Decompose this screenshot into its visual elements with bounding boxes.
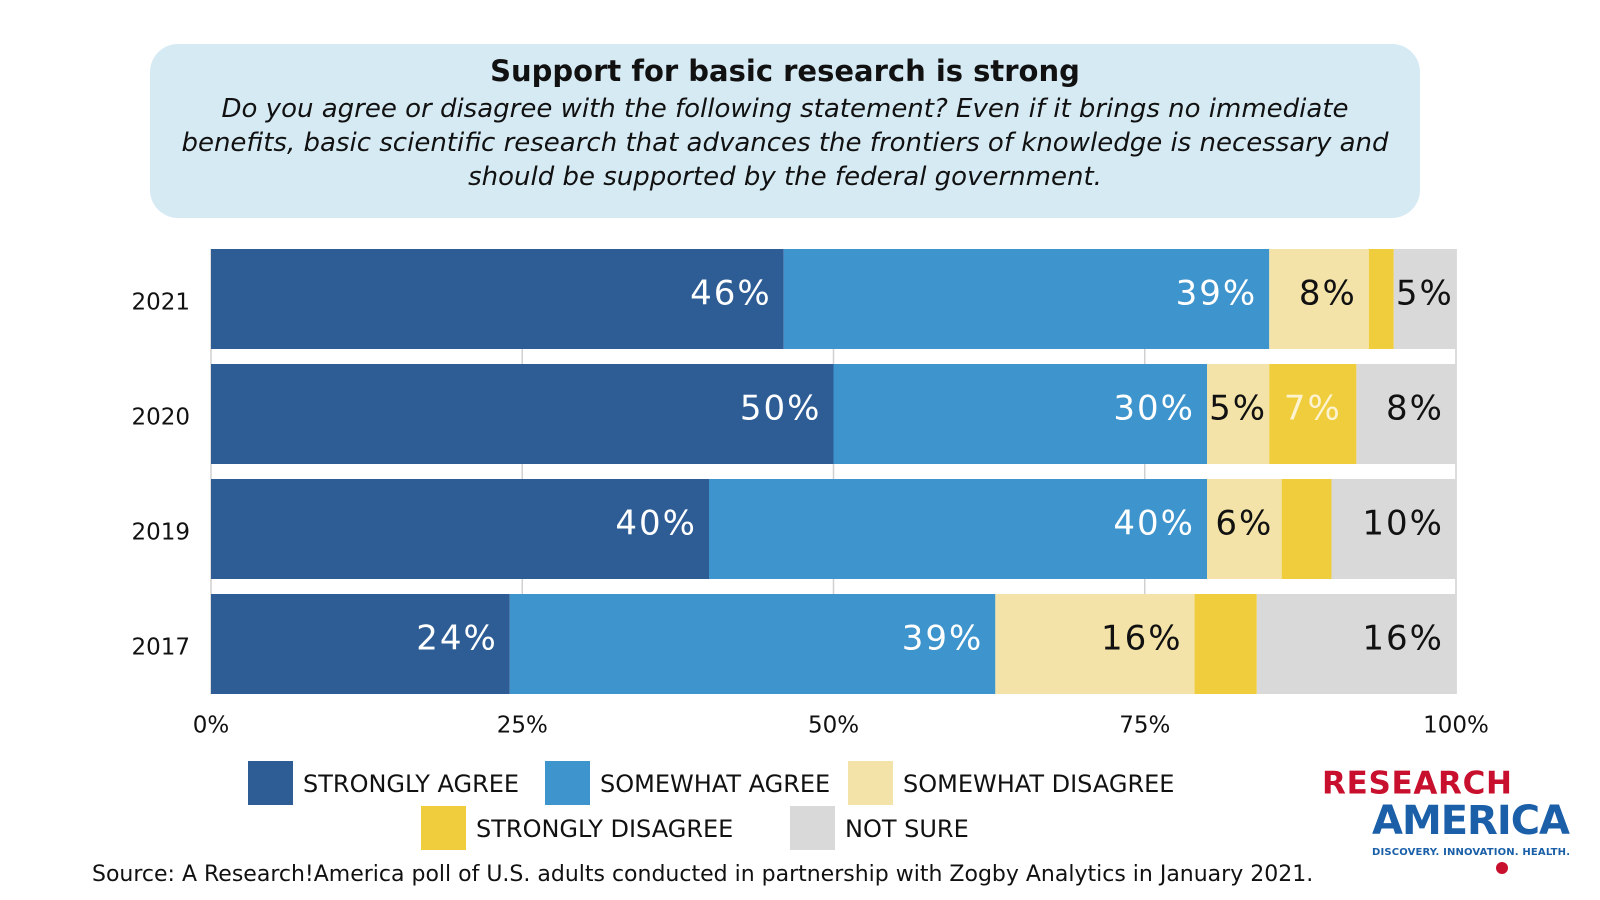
legend-label: SOMEWHAT AGREE (600, 770, 830, 798)
y-tick-label: 2019 (131, 520, 190, 546)
source-note: Source: A Research!America poll of U.S. … (92, 862, 1313, 887)
logo-dot (1496, 862, 1508, 874)
bar-segment (1331, 479, 1456, 579)
logo-tagline: DISCOVERY. INNOVATION. HEALTH. (1372, 847, 1570, 858)
bar-segment (1194, 594, 1257, 694)
value-label: 40% (615, 504, 697, 544)
legend-label: SOMEWHAT DISAGREE (903, 770, 1174, 798)
bar-segment (211, 364, 834, 464)
bar-segment (995, 594, 1195, 694)
legend-swatch (421, 806, 466, 850)
bar-segment (1393, 249, 1456, 349)
legend-swatch (790, 806, 835, 850)
legend-label: NOT SURE (845, 815, 969, 843)
bar-segment (211, 594, 510, 694)
value-label: 10% (1362, 504, 1444, 544)
bar-segment (833, 364, 1207, 464)
bar-segment (211, 479, 709, 579)
logo-line1: RESEARCH (1322, 766, 1512, 802)
bar-segment (211, 249, 784, 349)
y-tick-label: 2017 (131, 635, 190, 661)
bar-segment (1256, 594, 1456, 694)
bar-segment (1269, 249, 1369, 349)
bar-segment (1368, 249, 1394, 349)
y-tick-label: 2021 (131, 290, 190, 316)
x-tick-label: 50% (808, 713, 859, 739)
bar-segment (783, 249, 1270, 349)
legend-label: STRONGLY DISAGREE (476, 815, 733, 843)
logo-line2: AMERICA (1372, 798, 1570, 844)
bar-segment (509, 594, 996, 694)
value-label: 39% (1176, 274, 1258, 314)
value-label: 39% (902, 619, 984, 659)
value-label: 5% (1209, 389, 1267, 429)
value-label: 30% (1113, 389, 1195, 429)
value-label: 24% (416, 619, 498, 659)
bar-segment (1269, 364, 1357, 464)
value-label: 7% (1284, 389, 1342, 429)
x-tick-label: 25% (497, 713, 548, 739)
bar-segment (1207, 364, 1270, 464)
value-label: 16% (1101, 619, 1183, 659)
legend-swatch (545, 761, 590, 805)
bar-segment (1281, 479, 1332, 579)
value-label: 40% (1113, 504, 1195, 544)
chart-subtitle: Do you agree or disagree with the follow… (181, 94, 1389, 192)
x-tick-label: 100% (1423, 713, 1489, 739)
bar-segment (1356, 364, 1456, 464)
legend-label: STRONGLY AGREE (303, 770, 519, 798)
legend-swatch (248, 761, 293, 805)
legend-swatch (848, 761, 893, 805)
x-tick-label: 75% (1119, 713, 1170, 739)
value-label: 8% (1299, 274, 1357, 314)
value-label: 16% (1362, 619, 1444, 659)
title-box: Support for basic research is strong Do … (150, 44, 1420, 218)
value-label: 50% (740, 389, 822, 429)
bar-segment (709, 479, 1207, 579)
y-tick-label: 2020 (131, 405, 190, 431)
bar-segment (1207, 479, 1282, 579)
value-label: 46% (690, 274, 772, 314)
chart-title: Support for basic research is strong (490, 54, 1080, 88)
value-label: 5% (1396, 274, 1454, 314)
value-label: 8% (1386, 389, 1444, 429)
value-label: 6% (1215, 504, 1273, 544)
x-tick-label: 0% (193, 713, 230, 739)
